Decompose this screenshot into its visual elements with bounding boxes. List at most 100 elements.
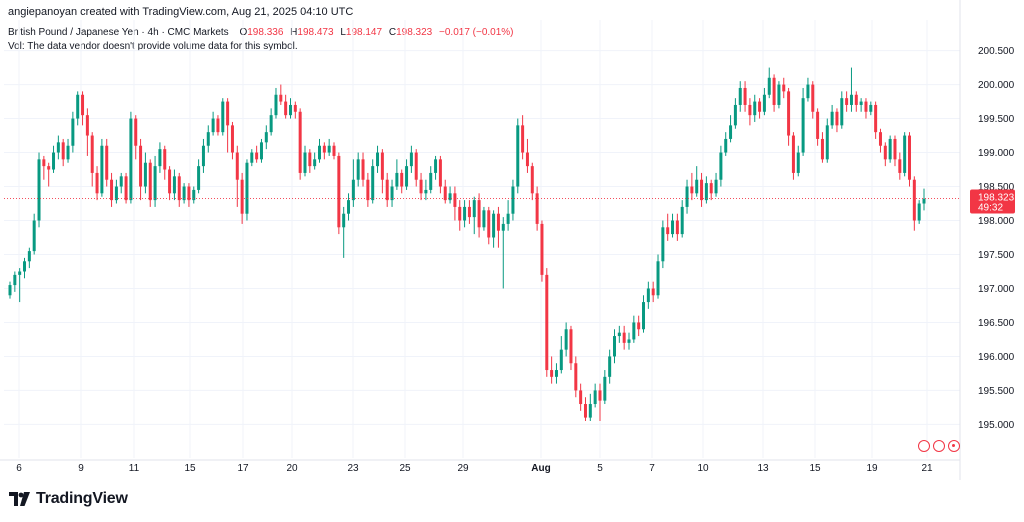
candle <box>603 370 607 405</box>
candle-body <box>114 186 118 201</box>
candle <box>719 145 723 187</box>
candle-body <box>477 200 481 228</box>
candle <box>434 155 438 180</box>
record-icon[interactable] <box>948 440 960 452</box>
price-axis[interactable]: 200.500 200.000 199.500 199.000 198.500 198.0… <box>978 46 1015 431</box>
candle-body <box>680 206 684 235</box>
candle <box>8 281 12 299</box>
candle <box>47 162 51 187</box>
high-value: 198.473 <box>297 27 334 38</box>
candle <box>864 98 868 119</box>
candle-body <box>661 227 665 262</box>
pause-icon[interactable] <box>918 440 930 452</box>
price-tick-label: 200.000 <box>978 80 1015 91</box>
candle <box>293 101 297 119</box>
high-label: H <box>290 27 298 38</box>
candle <box>791 132 795 180</box>
candle <box>540 220 544 282</box>
candle <box>554 363 558 384</box>
candle-body <box>917 203 921 221</box>
candle-body <box>18 271 22 275</box>
candle-body <box>849 94 853 105</box>
candle <box>733 98 737 129</box>
candle-body <box>583 404 587 418</box>
candle-body <box>371 166 375 201</box>
candle <box>777 81 781 109</box>
candle <box>758 98 762 119</box>
candle-body <box>816 111 820 139</box>
candle-body <box>772 77 776 105</box>
candle <box>366 172 370 207</box>
candle <box>337 152 341 235</box>
candle-body <box>748 104 752 116</box>
candle <box>700 172 704 207</box>
candle <box>724 132 728 156</box>
candle <box>738 81 742 112</box>
grid <box>0 0 961 480</box>
candle-body <box>777 84 781 105</box>
time-tick-label: 9 <box>78 463 84 474</box>
candle <box>303 145 307 177</box>
candle-body <box>284 101 288 116</box>
candle <box>438 155 442 194</box>
candle <box>371 159 375 204</box>
candle-body <box>700 179 704 201</box>
price-tick-label: 197.000 <box>978 284 1015 295</box>
candle <box>356 152 360 187</box>
candle-body <box>429 172 433 190</box>
candle <box>608 349 612 384</box>
candle <box>666 213 670 241</box>
low-value: 198.147 <box>345 27 383 38</box>
candle-body <box>90 135 94 173</box>
symbol-name[interactable]: British Pound / Japanese Yen · 4h · CMC … <box>8 27 229 38</box>
candle-body <box>690 186 694 194</box>
candle-body <box>622 332 626 343</box>
chart-attribution: angiepanoyan created with TradingView.co… <box>8 6 354 18</box>
candle-body <box>492 213 496 238</box>
candle-body <box>76 94 80 119</box>
candle <box>506 200 510 231</box>
candle-body <box>695 179 699 194</box>
candle <box>579 383 583 411</box>
tradingview-logo[interactable]: TradingView <box>9 490 128 508</box>
candle-body <box>424 189 428 194</box>
time-tick-label: 10 <box>697 463 709 474</box>
candle-body <box>825 125 829 160</box>
candle <box>825 118 829 163</box>
time-tick-label: 11 <box>129 463 140 474</box>
candle <box>646 281 650 309</box>
candle <box>172 169 176 201</box>
candle <box>796 145 800 177</box>
pause-icon[interactable] <box>933 440 945 452</box>
candle <box>284 94 288 119</box>
time-tick-label: 20 <box>286 463 298 474</box>
candle-body <box>390 186 394 201</box>
tradingview-brand: TradingView <box>36 490 128 507</box>
candle-body <box>192 189 196 201</box>
candle <box>13 271 17 292</box>
candle <box>245 159 249 221</box>
time-axis[interactable]: 6 9 11 15 17 20 23 25 29 Aug 5 7 10 13 15 19 21 <box>16 463 933 474</box>
candle-body <box>646 288 650 303</box>
candle-body <box>893 138 897 160</box>
candle-body <box>182 186 186 201</box>
open-value: 198.336 <box>247 27 284 38</box>
candle-body <box>313 159 317 167</box>
candle <box>627 332 631 350</box>
time-tick-label: 21 <box>921 463 933 474</box>
candle <box>221 98 225 136</box>
candle-body <box>869 104 873 112</box>
candle <box>835 108 839 133</box>
candle-body <box>37 159 41 221</box>
candle-body <box>758 101 762 112</box>
candle <box>907 132 911 187</box>
candle-body <box>574 363 578 391</box>
candle-body <box>811 84 815 112</box>
candle-body <box>342 213 346 228</box>
candle-body <box>907 135 911 180</box>
time-tick-label: 7 <box>649 463 655 474</box>
candle <box>308 149 312 173</box>
candle <box>695 166 699 197</box>
candle <box>27 247 31 269</box>
